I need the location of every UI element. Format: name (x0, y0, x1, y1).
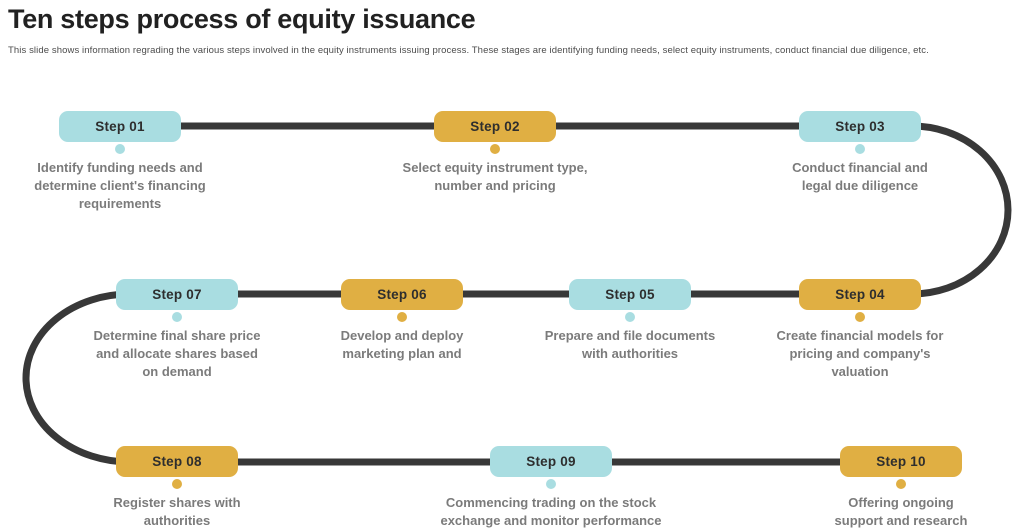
step-09: Step 09 Commencing trading on the stock … (431, 446, 671, 530)
step-09-badge: Step 09 (490, 446, 612, 477)
step-05-dot (625, 312, 635, 322)
page-subtitle: This slide shows information regrading t… (8, 45, 929, 56)
step-07-label: Step 07 (152, 287, 202, 302)
step-10-description: Offering ongoing support and research (834, 495, 968, 528)
step-05-label: Step 05 (605, 287, 655, 302)
step-07-badge: Step 07 (116, 279, 238, 310)
step-04: Step 04 Create financial models for pric… (740, 279, 980, 381)
step-09-label: Step 09 (526, 454, 576, 469)
step-03-label: Step 03 (835, 119, 885, 134)
step-10-dot (896, 479, 906, 489)
step-02-badge: Step 02 (434, 111, 556, 142)
page-title: Ten steps process of equity issuance (8, 4, 476, 34)
step-10-label: Step 10 (876, 454, 926, 469)
step-02-description: Select equity instrument type, number an… (402, 160, 588, 193)
step-06-dot (397, 312, 407, 322)
step-03: Step 03 Conduct financial and legal due … (740, 111, 980, 195)
step-05-description: Prepare and file documents with authorit… (544, 328, 716, 361)
step-01-dot (115, 144, 125, 154)
step-02-label: Step 02 (470, 119, 520, 134)
step-03-badge: Step 03 (799, 111, 921, 142)
step-10: Step 10 Offering ongoing support and res… (781, 446, 1021, 530)
step-08-label: Step 08 (152, 454, 202, 469)
step-04-label: Step 04 (835, 287, 885, 302)
step-07-description: Determine final share price and allocate… (93, 328, 261, 379)
step-02: Step 02 Select equity instrument type, n… (375, 111, 615, 195)
step-08-description: Register shares with authorities (113, 495, 241, 528)
step-06-label: Step 06 (377, 287, 427, 302)
step-02-dot (490, 144, 500, 154)
step-08-dot (172, 479, 182, 489)
step-03-dot (855, 144, 865, 154)
step-08: Step 08 Register shares with authorities (57, 446, 297, 530)
step-05-badge: Step 05 (569, 279, 691, 310)
step-01-badge: Step 01 (59, 111, 181, 142)
step-06-badge: Step 06 (341, 279, 463, 310)
step-04-description: Create financial models for pricing and … (776, 328, 944, 379)
step-07: Step 07 Determine final share price and … (57, 279, 297, 381)
step-08-badge: Step 08 (116, 446, 238, 477)
header: Ten steps process of equity issuance Thi… (8, 4, 1018, 56)
step-04-dot (855, 312, 865, 322)
step-07-dot (172, 312, 182, 322)
step-01: Step 01 Identify funding needs and deter… (0, 111, 240, 213)
step-10-badge: Step 10 (840, 446, 962, 477)
step-09-dot (546, 479, 556, 489)
step-06-description: Develop and deploy marketing plan and (340, 328, 464, 361)
step-05: Step 05 Prepare and file documents with … (510, 279, 750, 363)
step-06: Step 06 Develop and deploy marketing pla… (282, 279, 522, 363)
step-01-label: Step 01 (95, 119, 145, 134)
step-01-description: Identify funding needs and determine cli… (34, 160, 206, 211)
step-03-description: Conduct financial and legal due diligenc… (792, 160, 928, 193)
step-04-badge: Step 04 (799, 279, 921, 310)
step-09-description: Commencing trading on the stock exchange… (440, 495, 662, 528)
